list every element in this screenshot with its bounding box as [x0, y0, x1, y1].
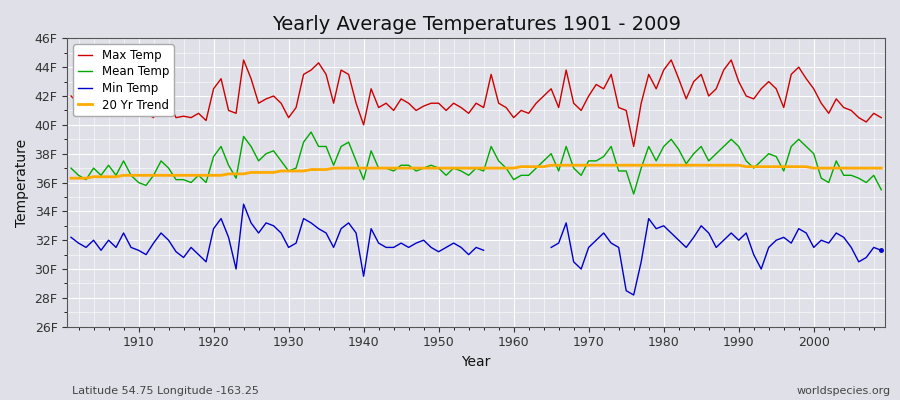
Title: Yearly Average Temperatures 1901 - 2009: Yearly Average Temperatures 1901 - 2009	[272, 15, 680, 34]
Min Temp	[396, 241, 407, 246]
Max Temp	[516, 108, 526, 113]
Mean Temp	[306, 130, 317, 134]
Max Temp	[298, 72, 309, 77]
Max Temp	[606, 72, 616, 77]
Min Temp	[73, 241, 84, 246]
Mean Temp	[508, 177, 519, 182]
Min Temp	[238, 202, 249, 206]
20 Yr Trend	[606, 163, 616, 168]
Max Temp	[628, 144, 639, 149]
20 Yr Trend	[291, 168, 302, 173]
Max Temp	[343, 72, 354, 77]
Mean Temp	[291, 166, 302, 170]
Max Temp	[126, 104, 137, 108]
Mean Temp	[606, 144, 616, 149]
Text: worldspecies.org: worldspecies.org	[796, 386, 891, 396]
Min Temp	[216, 216, 227, 221]
Line: Max Temp: Max Temp	[71, 60, 881, 146]
20 Yr Trend	[126, 173, 137, 178]
20 Yr Trend	[876, 166, 886, 170]
20 Yr Trend	[500, 166, 511, 170]
Min Temp	[358, 274, 369, 279]
Legend: Max Temp, Mean Temp, Min Temp, 20 Yr Trend: Max Temp, Mean Temp, Min Temp, 20 Yr Tre…	[73, 44, 174, 116]
Max Temp	[876, 115, 886, 120]
Mean Temp	[126, 173, 137, 178]
Y-axis label: Temperature: Temperature	[15, 138, 29, 226]
Mean Temp	[66, 166, 77, 170]
X-axis label: Year: Year	[462, 355, 490, 369]
Mean Temp	[876, 187, 886, 192]
Min Temp	[66, 235, 77, 240]
20 Yr Trend	[545, 163, 556, 168]
20 Yr Trend	[336, 166, 346, 170]
20 Yr Trend	[508, 166, 519, 170]
Mean Temp	[343, 140, 354, 144]
Min Temp	[343, 220, 354, 225]
Text: Latitude 54.75 Longitude -163.25: Latitude 54.75 Longitude -163.25	[72, 386, 259, 396]
Mean Temp	[628, 192, 639, 196]
Min Temp	[328, 245, 339, 250]
Line: Mean Temp: Mean Temp	[71, 132, 881, 194]
Line: 20 Yr Trend: 20 Yr Trend	[71, 165, 881, 178]
Max Temp	[508, 115, 519, 120]
Max Temp	[238, 58, 249, 62]
Min Temp	[478, 248, 489, 253]
Max Temp	[66, 94, 77, 98]
Line: Min Temp: Min Temp	[71, 204, 483, 276]
Min Temp	[306, 220, 317, 225]
20 Yr Trend	[66, 176, 77, 181]
Mean Temp	[516, 173, 526, 178]
